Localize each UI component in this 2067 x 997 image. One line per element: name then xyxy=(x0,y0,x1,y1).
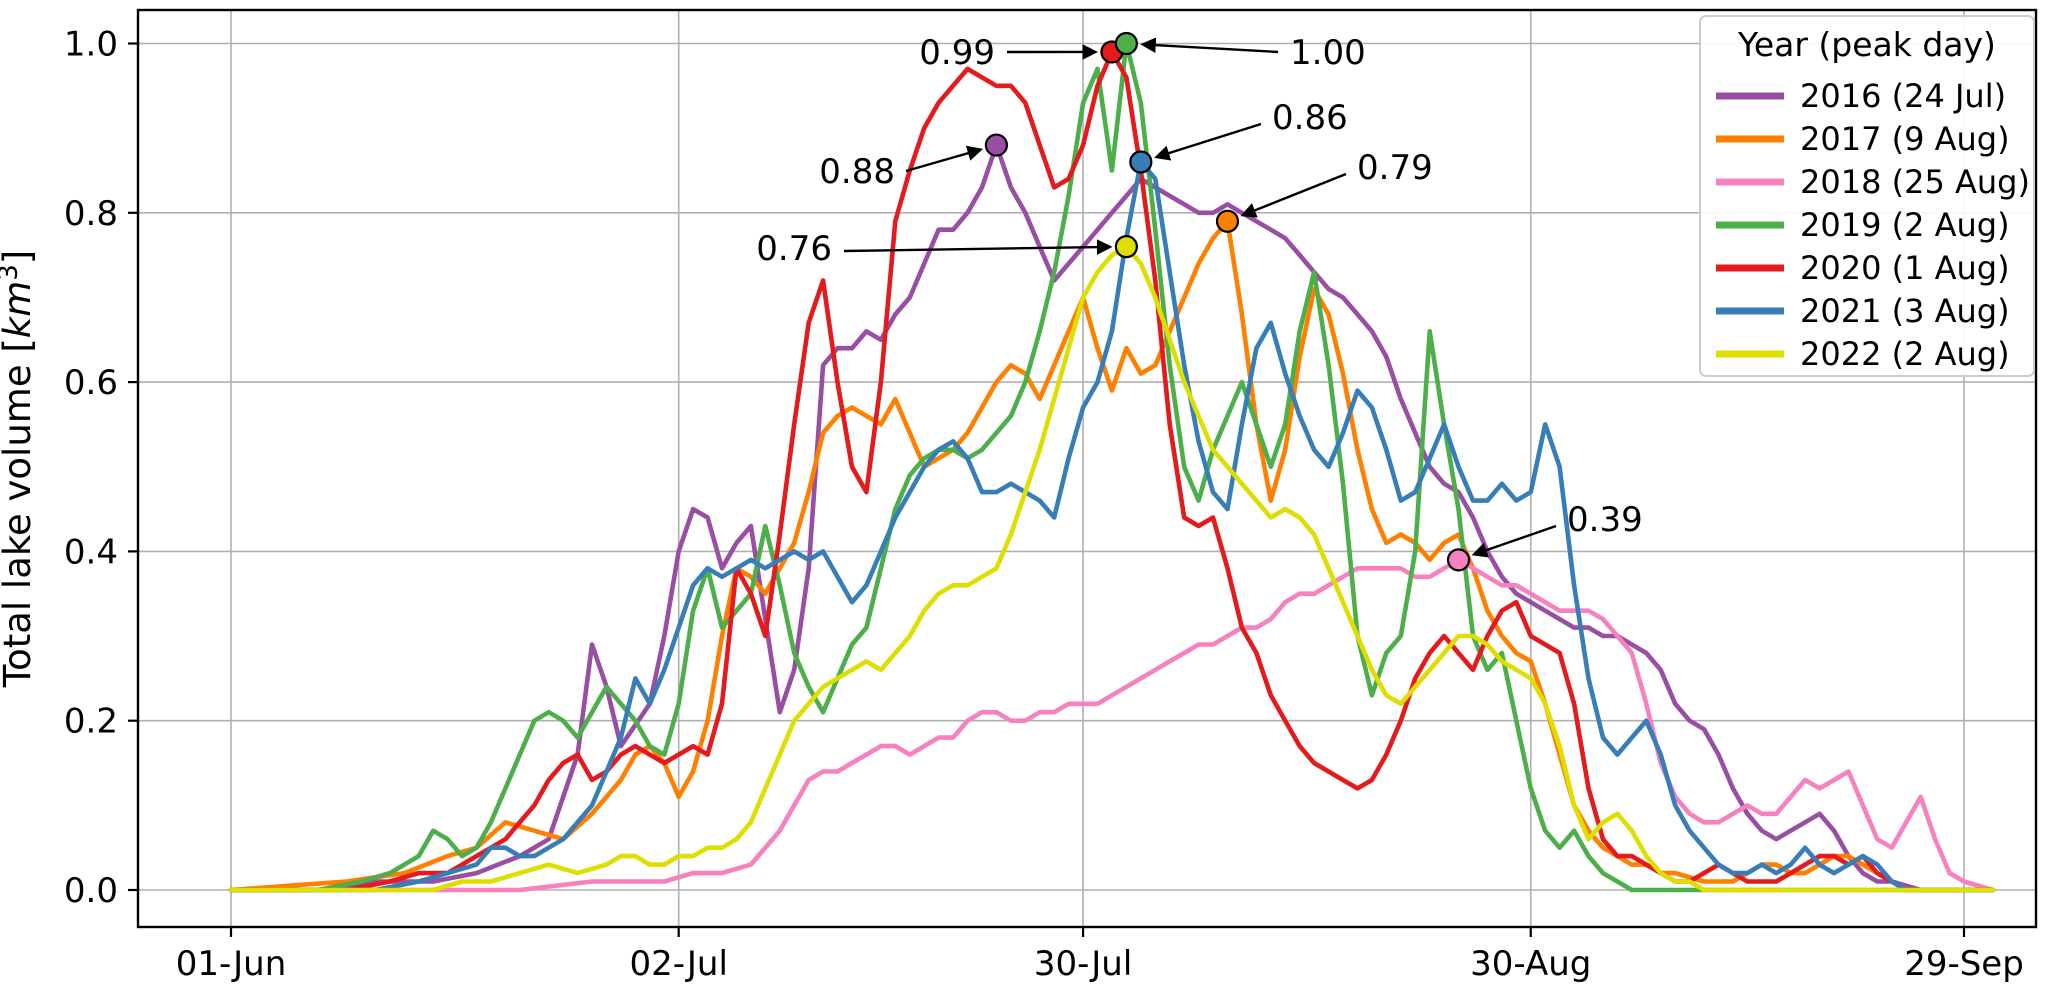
peak-label-2020: 0.99 xyxy=(919,33,995,73)
x-tick-label: 01-Jun xyxy=(176,944,287,984)
y-tick-label: 0.0 xyxy=(64,871,118,911)
annotation-arrow-2022 xyxy=(844,247,1109,251)
peak-marker-2018 xyxy=(1448,549,1469,570)
x-tick-label: 29-Sep xyxy=(1904,944,2024,984)
x-tick-label: 02-Jul xyxy=(629,944,727,984)
series-line-2018 xyxy=(231,560,1993,890)
peak-label-2022: 0.76 xyxy=(756,229,832,269)
peak-marker-2022 xyxy=(1116,236,1137,257)
legend-label-2016: 2016 (24 Jul) xyxy=(1800,77,2006,115)
y-tick-label: 0.2 xyxy=(64,702,118,742)
peak-marker-2021 xyxy=(1130,152,1151,173)
legend: Year (peak day) 2016 (24 Jul) 2017 (9 Aug)… xyxy=(1700,16,2034,376)
legend-label-2021: 2021 (3 Aug) xyxy=(1800,292,2010,330)
y-tick-label: 0.8 xyxy=(64,194,118,234)
peak-label-2017: 0.79 xyxy=(1357,148,1433,188)
x-tick-label: 30-Aug xyxy=(1470,944,1591,984)
annotation-arrow-2017 xyxy=(1243,174,1346,215)
legend-label-2018: 2018 (25 Aug) xyxy=(1800,163,2030,201)
legend-label-2022: 2022 (2 Aug) xyxy=(1800,335,2010,373)
peak-marker-2019 xyxy=(1116,33,1137,54)
peak-label-2018: 0.39 xyxy=(1567,500,1643,540)
y-tick-label: 0.6 xyxy=(64,363,118,403)
y-axis-label: Total lake volume [km3] xyxy=(0,250,39,689)
y-tick-label: 0.4 xyxy=(64,532,118,572)
legend-label-2019: 2019 (2 Aug) xyxy=(1800,206,2010,244)
legend-title: Year (peak day) xyxy=(1737,25,1996,64)
peak-label-2021: 0.86 xyxy=(1272,98,1348,138)
peak-marker-2016 xyxy=(986,135,1007,156)
y-tick-label: 1.0 xyxy=(64,25,118,65)
annotation-arrow-2021 xyxy=(1157,124,1261,157)
peak-label-2016: 0.88 xyxy=(819,152,895,192)
peak-label-2019: 1.00 xyxy=(1290,33,1366,73)
annotation-arrow-2018 xyxy=(1475,526,1556,554)
annotation-arrow-2019 xyxy=(1143,44,1278,52)
legend-label-2017: 2017 (9 Aug) xyxy=(1800,120,2010,158)
peak-marker-2017 xyxy=(1217,211,1238,232)
legend-label-2020: 2020 (1 Aug) xyxy=(1800,249,2010,287)
x-tick-label: 30-Jul xyxy=(1034,944,1132,984)
